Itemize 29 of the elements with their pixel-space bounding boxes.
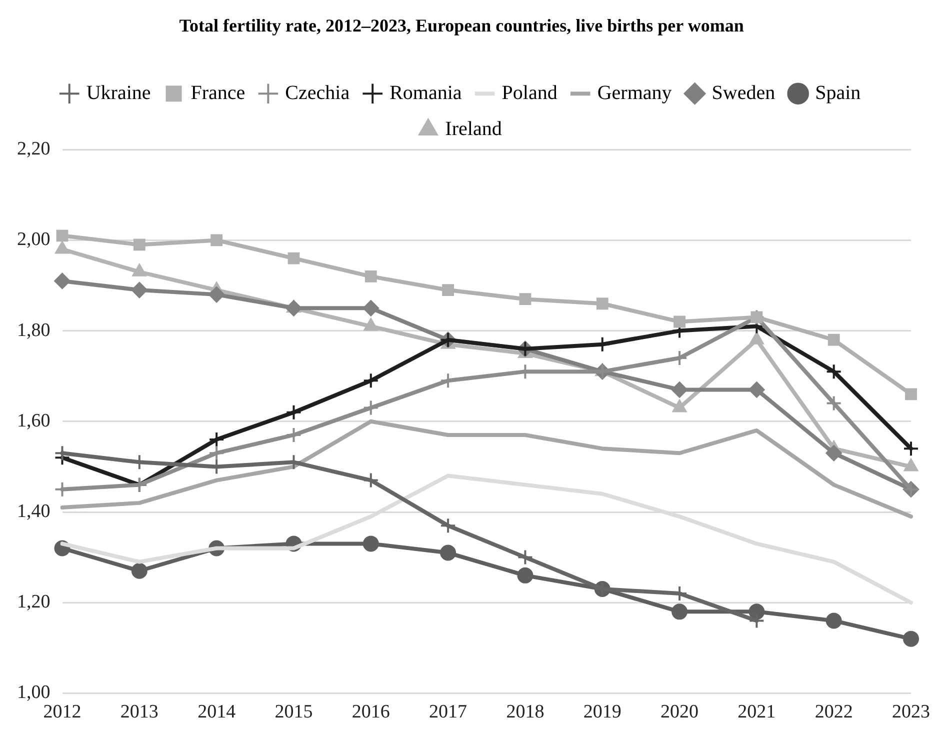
y-tick-label: 1,20 — [17, 592, 50, 613]
x-tick-label: 2019 — [583, 702, 622, 723]
legend-label: Germany — [597, 82, 672, 104]
x-tick-label: 2020 — [660, 702, 699, 723]
legend-label: Poland — [502, 82, 558, 104]
x-tick-label: 2016 — [352, 702, 390, 723]
legend-label: Romania — [390, 82, 462, 104]
y-tick-label: 1,60 — [17, 410, 50, 432]
x-tick-label: 2018 — [506, 702, 544, 723]
y-tick-label: 2,00 — [17, 229, 50, 250]
x-tick-label: 2022 — [814, 702, 853, 723]
legend-label: Ireland — [445, 118, 502, 140]
x-tick-label: 2013 — [120, 702, 158, 723]
y-tick-label: 2,20 — [17, 138, 50, 160]
chart-title: Total fertility rate, 2012–2023, European countries, live births per woman — [179, 15, 744, 36]
legend-label: Czechia — [285, 82, 350, 104]
legend-label: Ukraine — [86, 82, 151, 104]
legend-label: Spain — [815, 82, 861, 104]
x-tick-label: 2021 — [738, 702, 776, 723]
x-tick-label: 2012 — [43, 702, 82, 723]
y-tick-label: 1,00 — [17, 682, 50, 704]
x-tick-label: 2015 — [274, 702, 313, 723]
legend-label: France — [190, 82, 246, 104]
x-tick-label: 2014 — [198, 702, 236, 723]
legend-label: Sweden — [712, 82, 776, 104]
x-tick-label: 2023 — [892, 702, 930, 723]
y-tick-label: 1,80 — [17, 320, 50, 341]
x-tick-label: 2017 — [429, 702, 468, 723]
y-tick-label: 1,40 — [17, 500, 50, 522]
